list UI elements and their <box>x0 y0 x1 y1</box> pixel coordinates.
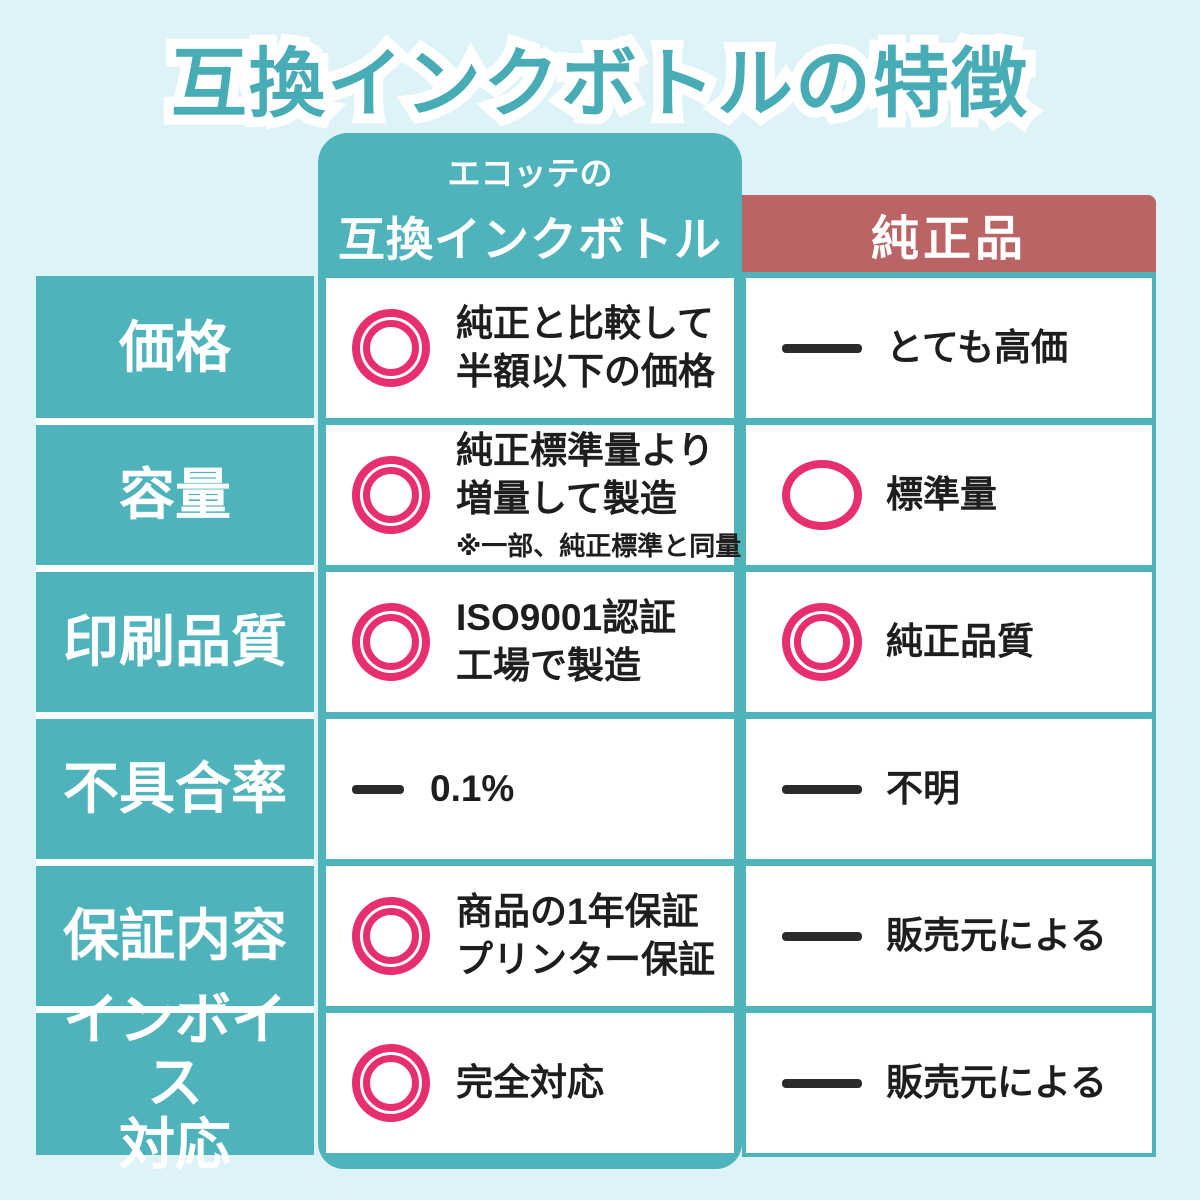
row-label-capacity: 容量 <box>119 462 231 526</box>
row-label-price: 価格 <box>119 315 231 379</box>
criteria-column: 価格 容量 印刷品質 不具合率 保証内容 インボイス 対応 <box>36 276 314 1177</box>
double-circle-icon <box>352 309 430 387</box>
genuine-cell-defect-rate: 不明 <box>746 719 1152 859</box>
genuine-column-panel <box>742 272 1156 1157</box>
compat-cell-invoice: 完全対応 <box>326 1013 734 1153</box>
compat-cell-capacity: 純正標準量より 増量して製造 ※一部、純正標準と同量 <box>326 425 741 565</box>
genuine-cell-price: とても高価 <box>746 278 1152 418</box>
cell-text: 不明 <box>886 767 960 809</box>
single-circle-icon <box>782 460 862 530</box>
dash-icon <box>782 931 862 941</box>
dash-icon <box>782 784 862 794</box>
cell-text: ISO9001認証 工場で製造 <box>456 596 677 686</box>
compat-product-name: 互換インクボトル <box>338 213 722 266</box>
cell-text: 純正品質 <box>886 620 1034 662</box>
page-title: 互換インクボトルの特徴 <box>0 22 1200 132</box>
double-circle-icon <box>352 456 430 534</box>
cell-text: 0.1% <box>430 767 515 809</box>
cell-text: 販売元による <box>886 914 1107 956</box>
brand-name: エコッテの <box>447 155 613 192</box>
cell-text: 販売元による <box>886 1061 1107 1103</box>
double-circle-icon <box>352 1044 430 1122</box>
compat-cell-defect-rate: 0.1% <box>326 719 734 859</box>
genuine-column: 純正品 とても高価 標準量 純正品質 不明 販売元による 販 <box>742 195 1156 1157</box>
row-divider <box>36 418 314 425</box>
double-circle-icon <box>352 603 430 681</box>
row-divider <box>36 712 314 719</box>
cell-text: 純正標準量より 増量して製造 <box>456 429 715 519</box>
row-divider <box>36 565 314 572</box>
row-divider <box>36 1006 314 1013</box>
cell-note: ※一部、純正標準と同量 <box>456 531 742 562</box>
compat-column-header: エコッテの 互換インクボトル <box>318 133 742 278</box>
row-label-defect-rate: 不具合率 <box>63 756 287 820</box>
dash-icon <box>782 1078 862 1088</box>
row-label-warranty: 保証内容 <box>63 903 287 967</box>
compat-cell-warranty: 商品の1年保証 プリンター保証 <box>326 866 734 1006</box>
genuine-cell-warranty: 販売元による <box>746 866 1152 1006</box>
cell-text: 純正と比較して 半額以下の価格 <box>456 302 715 392</box>
genuine-column-header: 純正品 <box>742 195 1156 272</box>
row-divider <box>36 859 314 866</box>
genuine-cell-capacity: 標準量 <box>746 425 1152 565</box>
row-label-invoice: インボイス 対応 <box>63 987 287 1177</box>
cell-text: とても高価 <box>886 326 1069 368</box>
genuine-cell-invoice: 販売元による <box>746 1013 1152 1153</box>
double-circle-icon <box>352 897 430 975</box>
compat-cell-quality: ISO9001認証 工場で製造 <box>326 572 734 712</box>
double-circle-icon <box>782 603 862 681</box>
cell-text: 完全対応 <box>456 1061 604 1103</box>
compat-column: エコッテの 互換インクボトル 純正と比較して 半額以下の価格 純正標準量より 増… <box>318 133 742 1169</box>
cell-text: 標準量 <box>886 473 997 515</box>
row-label-quality: 印刷品質 <box>63 609 287 673</box>
dash-icon <box>782 343 862 353</box>
dash-icon <box>352 784 404 794</box>
genuine-cell-quality: 純正品質 <box>746 572 1152 712</box>
compat-cell-price: 純正と比較して 半額以下の価格 <box>326 278 734 418</box>
cell-text: 商品の1年保証 プリンター保証 <box>456 890 715 980</box>
